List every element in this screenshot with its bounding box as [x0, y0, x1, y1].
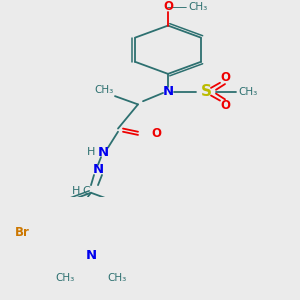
Text: O: O — [220, 99, 230, 112]
Text: C: C — [82, 187, 90, 196]
Text: CH₃: CH₃ — [107, 273, 127, 283]
Text: O: O — [151, 127, 161, 140]
Text: CH₃: CH₃ — [94, 85, 114, 95]
Text: H: H — [87, 147, 95, 157]
Text: H: H — [72, 187, 80, 196]
Text: N: N — [162, 85, 174, 98]
Text: Br: Br — [15, 226, 29, 239]
Text: N: N — [85, 249, 97, 262]
Text: CH₃: CH₃ — [56, 273, 75, 283]
Text: O: O — [163, 0, 173, 13]
Text: CH₃: CH₃ — [238, 87, 258, 97]
Text: S: S — [200, 84, 211, 99]
Text: N: N — [92, 164, 104, 176]
Text: CH₃: CH₃ — [188, 2, 208, 11]
Text: O: O — [220, 71, 230, 84]
Text: N: N — [98, 146, 109, 159]
